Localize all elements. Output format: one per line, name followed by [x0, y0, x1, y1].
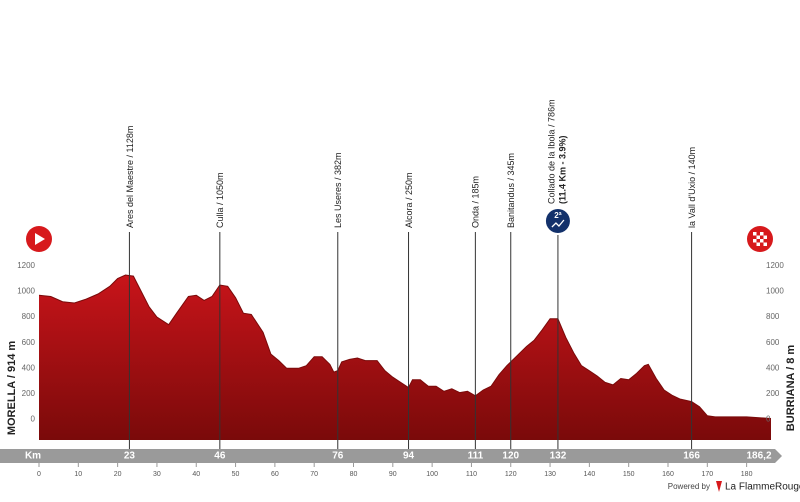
climb-icon [551, 219, 565, 228]
y2-tick-label: 800 [766, 312, 780, 321]
x-tick-label: 130 [544, 471, 556, 478]
km-label: 76 [332, 451, 344, 462]
km-label: 46 [214, 451, 226, 462]
y2-tick-label: 600 [766, 338, 780, 347]
y-tick-label: 800 [22, 312, 36, 321]
x-tick-label: 60 [271, 471, 279, 478]
x-tick-label: 120 [505, 471, 517, 478]
km-label: 23 [124, 451, 136, 462]
x-tick-label: 110 [466, 471, 477, 478]
x-tick-label: 50 [232, 471, 240, 478]
pass-label: Alcora / 250m [404, 172, 414, 228]
y2-tick-label: 1000 [766, 287, 784, 296]
y-tick-label: 1000 [17, 287, 35, 296]
climb-category: 2ª [554, 211, 561, 220]
y2-tick-label: 0 [766, 415, 771, 424]
km-band [0, 449, 782, 463]
km-label: 120 [502, 451, 519, 462]
km-label: 186,2 [746, 451, 771, 462]
start-icon [26, 226, 52, 252]
km-label: 111 [468, 451, 484, 462]
x-tick-label: 100 [426, 471, 438, 478]
x-tick-label: 180 [741, 471, 753, 478]
x-tick-label: 160 [662, 471, 674, 478]
x-tick-label: 70 [310, 471, 318, 478]
pass-label: Collado de la Ibola / 786m [546, 99, 556, 204]
pass-label: Banitandus / 345m [506, 153, 516, 228]
x-tick-label: 80 [350, 471, 358, 478]
credit: Powered by [668, 482, 710, 491]
y2-tick-label: 200 [766, 389, 780, 398]
brand: La FlammeRouge [725, 482, 800, 493]
y-tick-label: 200 [22, 389, 36, 398]
elevation-area [39, 275, 771, 440]
km-label: 132 [550, 451, 567, 462]
km-label: 166 [683, 451, 700, 462]
km-axis-label: Km [25, 451, 41, 462]
y2-tick-label: 1200 [766, 261, 784, 270]
pass-label: Ares del Maestre / 1128m [125, 126, 135, 228]
end-label: BURRIANA / 8 m [785, 345, 797, 432]
y-tick-label: 1200 [17, 261, 35, 270]
brand-logo [716, 481, 722, 492]
km-label: 94 [403, 451, 415, 462]
x-tick-label: 10 [74, 471, 82, 478]
pass-sublabel: (11.4 Km - 3.9%) [557, 135, 567, 204]
x-tick-label: 0 [37, 471, 41, 478]
y-tick-label: 0 [31, 415, 36, 424]
elevation-line [38, 274, 772, 419]
start-label: MORELLA / 914 m [6, 341, 18, 436]
pass-label: Onda / 185m [471, 176, 481, 228]
x-tick-label: 20 [114, 471, 122, 478]
x-tick-label: 170 [701, 471, 713, 478]
pass-label: Les Useres / 382m [333, 152, 343, 228]
x-tick-label: 40 [192, 471, 200, 478]
x-tick-label: 90 [389, 471, 397, 478]
x-tick-label: 30 [153, 471, 161, 478]
x-tick-label: 140 [584, 471, 596, 478]
x-tick-label: 150 [623, 471, 635, 478]
y2-tick-label: 400 [766, 363, 780, 372]
finish-icon [747, 226, 773, 252]
y-tick-label: 600 [22, 338, 36, 347]
pass-label: la Vall d'Uxio / 140m [687, 147, 697, 228]
y-tick-label: 400 [22, 363, 36, 372]
pass-label: Culla / 1050m [215, 172, 225, 228]
